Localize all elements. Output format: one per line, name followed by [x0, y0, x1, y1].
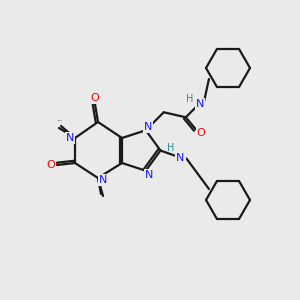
Text: O: O — [196, 128, 205, 138]
Text: N: N — [145, 170, 153, 180]
Text: N: N — [99, 175, 107, 185]
Text: N: N — [176, 152, 184, 163]
Text: methyl: methyl — [58, 120, 63, 121]
Text: O: O — [46, 160, 56, 170]
Text: N: N — [196, 99, 204, 109]
Text: O: O — [91, 93, 99, 103]
Text: N: N — [66, 133, 74, 143]
Text: H: H — [186, 94, 194, 104]
Text: H: H — [167, 142, 174, 152]
Text: N: N — [144, 122, 152, 132]
